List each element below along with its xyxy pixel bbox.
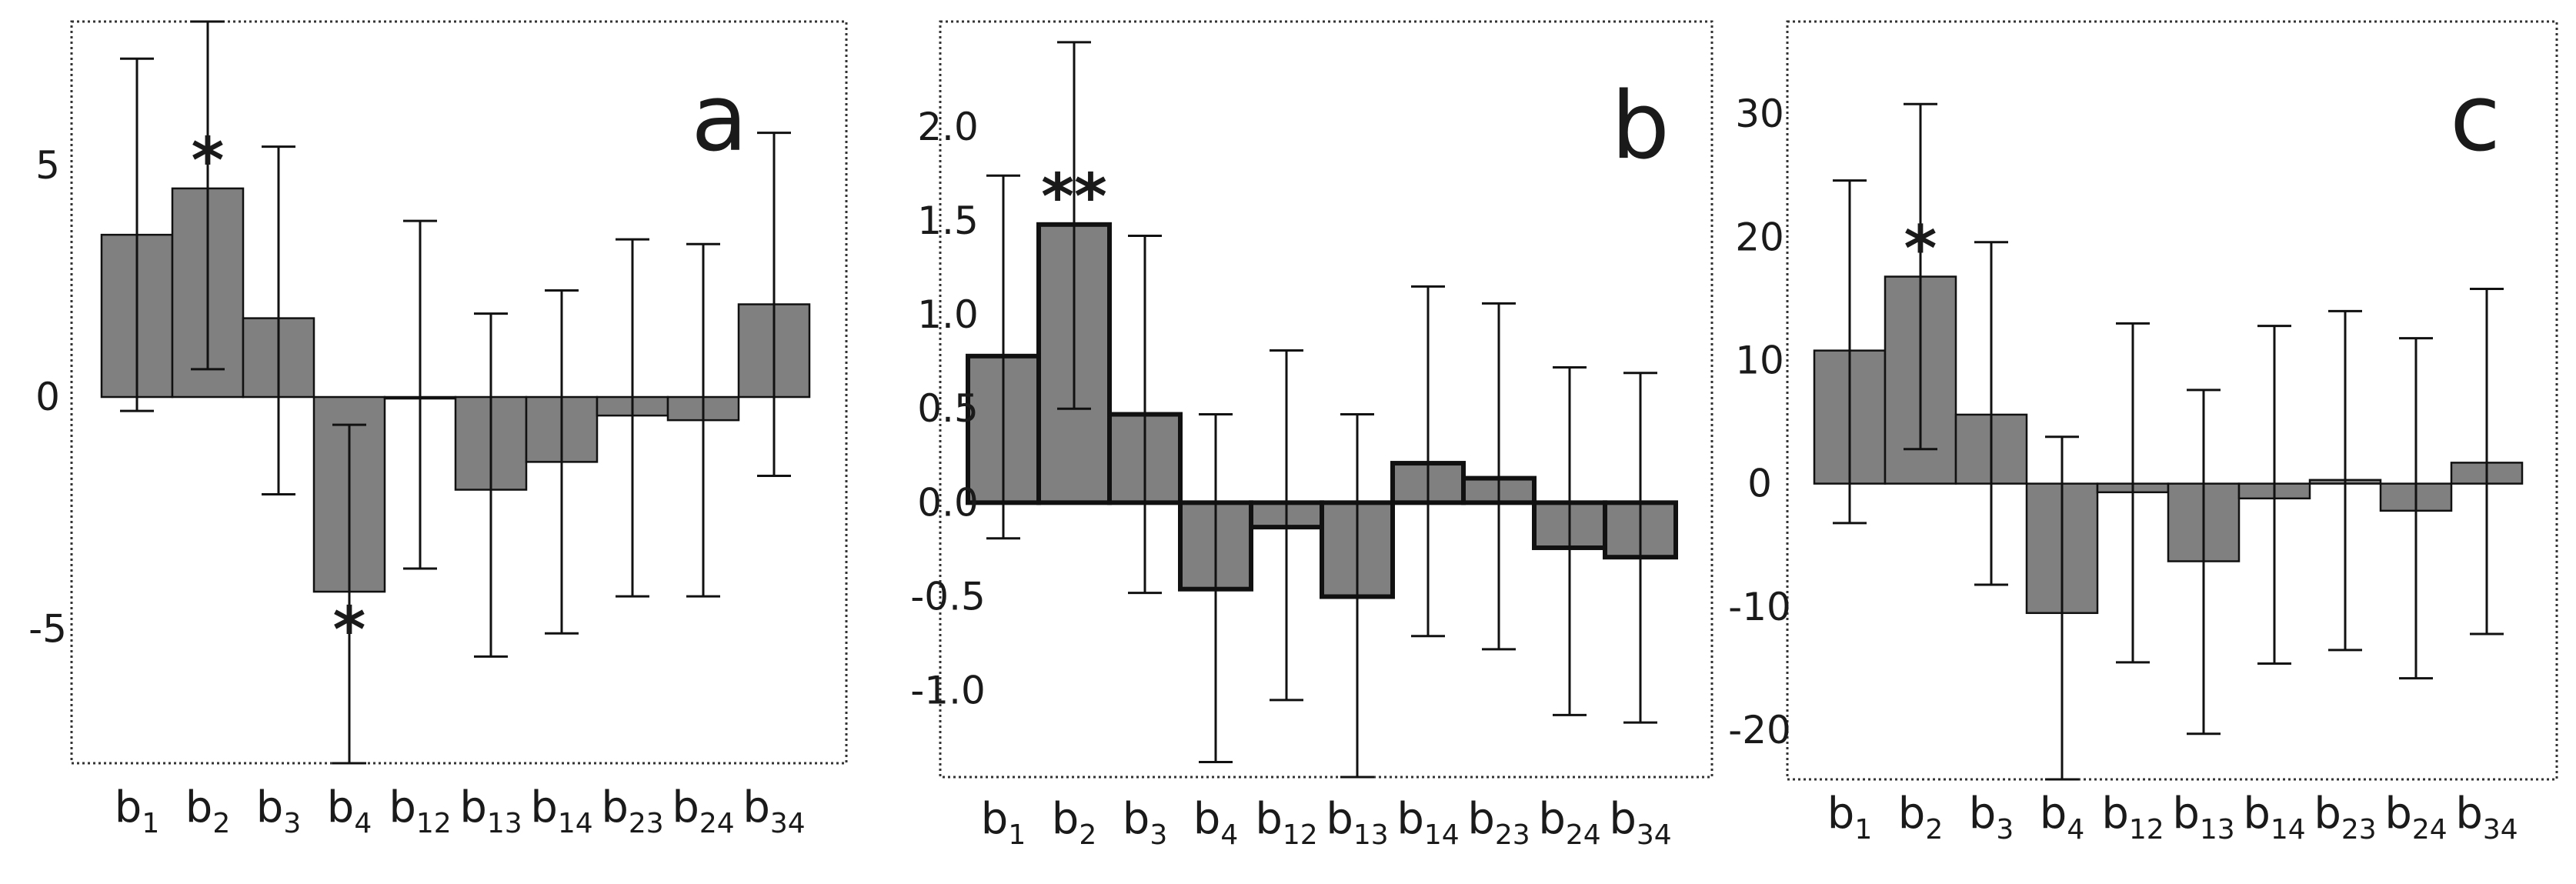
panel-b-error-bar-b1 xyxy=(986,174,1020,540)
panel-b-error-bar-b4 xyxy=(1199,413,1233,763)
panel-a-error-bar-b2 xyxy=(191,20,225,371)
panel-b-category-label-b13: b13 xyxy=(1326,794,1388,851)
panel-c-error-bar-b13 xyxy=(2187,389,2221,736)
panel-c-category-label-b24: b24 xyxy=(2384,789,2447,846)
panel-b-category-label-b23: b23 xyxy=(1467,794,1530,851)
panel-b-significance-b2: ** xyxy=(1041,161,1107,234)
panel-a-ytick-label: 5 xyxy=(35,143,60,188)
panel-b-error-bar-b13 xyxy=(1340,413,1374,779)
panel-a-ytick-label: 0 xyxy=(35,375,60,419)
panel-c-error-bar-b2 xyxy=(1904,102,1937,451)
panel-a-category-label-b14: b14 xyxy=(530,782,592,839)
panel-c-error-bar-b3 xyxy=(1974,241,2008,586)
panel-c-category-label-b14: b14 xyxy=(2243,789,2305,846)
panel-c-letter: c xyxy=(2450,65,2501,172)
panel-c-error-bar-b23 xyxy=(2328,309,2362,652)
panel-c-category-label-b23: b23 xyxy=(2314,789,2376,846)
panel-c-category-label-b34: b34 xyxy=(2455,789,2518,846)
panel-b-category-label-b34: b34 xyxy=(1609,794,1671,851)
panel-a-category-label-b3: b3 xyxy=(256,782,301,839)
panel-c-ytick-label: 0 xyxy=(1747,462,1772,506)
panel-a-category-label-b23: b23 xyxy=(601,782,663,839)
panel-c-ytick-label: 20 xyxy=(1735,215,1784,259)
panel-c-error-bar-b34 xyxy=(2470,288,2504,635)
panel-b-category-label-b3: b3 xyxy=(1123,794,1167,851)
panel-a-error-bar-b14 xyxy=(545,289,579,635)
panel-b-error-bar-b34 xyxy=(1623,372,1657,724)
panel-a-error-bar-b24 xyxy=(686,242,720,598)
panel-c-ytick-label: 10 xyxy=(1735,338,1784,382)
panel-a-ytick-label: -5 xyxy=(28,606,67,651)
panel-c-error-bar-b4 xyxy=(2045,435,2079,781)
panel-c-category-label-b4: b4 xyxy=(2040,789,2084,846)
panel-c-category-label-b12: b12 xyxy=(2101,789,2164,846)
panel-a-significance-b4: * xyxy=(333,594,366,667)
panel-c-category-label-b1: b1 xyxy=(1827,789,1872,846)
panel-b: **2.01.51.00.50.0-0.5-1.0b1 b2 b3 b4 b12 b13 b… xyxy=(910,20,1713,851)
panel-a-category-label-b13: b13 xyxy=(459,782,522,839)
panel-b-ytick-label: 1.0 xyxy=(917,292,979,337)
panel-b-ytick-label: -0.5 xyxy=(910,574,986,619)
panel-a-category-label-b1: b1 xyxy=(115,782,159,839)
panel-b-ytick-label: 1.5 xyxy=(917,198,979,243)
panel-b-ytick-label: -1.0 xyxy=(910,669,986,713)
panel-a-significance-b2: * xyxy=(192,125,225,198)
panel-a: * * 5 0 -5 b1 b2 b3 b4 b12 b13 b14 b23 b24 b34 a xyxy=(28,20,848,839)
panel-c: * 30 20 10 0 -10 -20 b1 b2 b3 b4 b12 b13 b14 b23 b24 b34… xyxy=(1728,20,2558,846)
panel-b-letter: b xyxy=(1611,73,1670,180)
panel-a-category-label-b12: b12 xyxy=(389,782,451,839)
panel-a-error-bar-b3 xyxy=(262,145,295,496)
panel-b-error-bar-b23 xyxy=(1482,302,1516,651)
panel-c-error-bar-b24 xyxy=(2399,337,2433,680)
panel-a-error-bar-b13 xyxy=(474,312,508,658)
panel-c-frame xyxy=(1786,20,2558,781)
panel-c-significance-b2: * xyxy=(1904,213,1937,286)
panel-b-error-bar-b24 xyxy=(1553,365,1587,716)
panel-b-error-bar-b12 xyxy=(1270,349,1303,702)
panel-a-category-label-b2: b2 xyxy=(185,782,230,839)
panel-a-category-label-b24: b24 xyxy=(672,782,734,839)
panel-b-category-label-b2: b2 xyxy=(1052,794,1096,851)
panel-b-category-label-b24: b24 xyxy=(1538,794,1600,851)
panel-a-letter: a xyxy=(691,65,748,172)
panel-c-ytick-label: -10 xyxy=(1728,585,1791,629)
panel-b-ytick-label: 2.0 xyxy=(917,105,979,149)
panel-c-error-bar-b14 xyxy=(2257,325,2291,665)
panel-c-ytick-label: 30 xyxy=(1735,92,1784,136)
panel-b-error-bar-b14 xyxy=(1411,285,1445,638)
panel-c-error-bar-b1 xyxy=(1833,179,1867,525)
panel-b-ytick-label: 0.5 xyxy=(917,386,979,431)
panel-a-category-label-b4: b4 xyxy=(327,782,372,839)
panel-b-error-bar-b2 xyxy=(1057,41,1091,410)
panel-a-error-bar-b23 xyxy=(616,238,649,598)
panel-a-error-bar-b12 xyxy=(403,219,437,570)
panel-c-ytick-label: -20 xyxy=(1728,708,1791,752)
panel-a-error-bar-b34 xyxy=(757,132,791,477)
panel-b-error-bar-b3 xyxy=(1128,234,1162,595)
panel-a-error-bar-b1 xyxy=(120,57,154,412)
panel-b-category-label-b12: b12 xyxy=(1255,794,1317,851)
panel-c-category-label-b13: b13 xyxy=(2172,789,2234,846)
panel-b-category-label-b14: b14 xyxy=(1396,794,1459,851)
panel-c-error-bar-b12 xyxy=(2116,322,2150,664)
panel-c-category-label-b3: b3 xyxy=(1969,789,2014,846)
panel-b-frame xyxy=(939,20,1713,779)
panel-a-category-label-b34: b34 xyxy=(742,782,805,839)
panel-c-category-label-b2: b2 xyxy=(1898,789,1943,846)
panel-b-category-label-b1: b1 xyxy=(981,794,1026,851)
panel-a-frame xyxy=(70,20,848,765)
panel-a-error-bar-b4 xyxy=(332,423,366,765)
panel-b-ytick-label: 0.0 xyxy=(917,480,979,525)
panel-b-category-label-b4: b4 xyxy=(1193,794,1238,851)
